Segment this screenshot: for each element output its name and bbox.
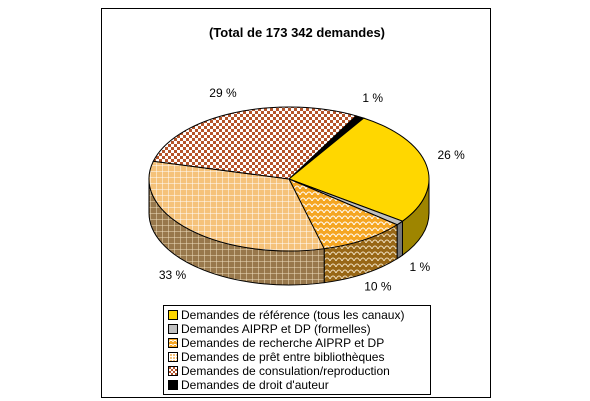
pie-slice: [287, 178, 399, 250]
legend-item: Demandes de recherche AIPRP et DP: [164, 336, 430, 350]
legend-item: Demandes de référence (tous les canaux): [164, 308, 430, 322]
data-labels: 1 % 26 % 1 % 10 % 33 % 29 %: [159, 86, 465, 293]
legend-swatch: [168, 310, 178, 320]
legend-item: Demandes de consulation/reproduction: [164, 364, 430, 378]
legend-swatch: [168, 338, 178, 348]
data-label: 10 %: [364, 280, 392, 294]
data-label: 26 %: [438, 148, 466, 162]
legend-swatch: [168, 324, 178, 334]
chart-title: (Total de 173 342 demandes): [209, 25, 385, 40]
legend: Demandes de référence (tous les canaux) D…: [163, 305, 431, 395]
data-label: 29 %: [209, 86, 237, 100]
pie-chart: (Total de 173 342 demandes) 1 % 26 % 1 % 10…: [148, 25, 465, 294]
pie-slice: [152, 106, 358, 180]
legend-item: Demandes de droit d'auteur: [164, 378, 430, 392]
legend-swatch: [168, 380, 178, 390]
legend-item: Demandes de prêt entre bibliothèques: [164, 350, 430, 364]
data-label: 33 %: [159, 268, 187, 282]
pie-slice-side: [396, 220, 403, 260]
chart-frame: (Total de 173 342 demandes) 1 % 26 % 1 % 10…: [101, 8, 491, 398]
legend-label: Demandes de consulation/reproduction: [181, 364, 390, 378]
legend-label: Demandes de recherche AIPRP et DP: [181, 336, 385, 350]
legend-label: Demandes AIPRP et DP (formelles): [181, 322, 371, 336]
data-label: 1 %: [409, 260, 430, 274]
legend-label: Demandes de prêt entre bibliothèques: [181, 350, 385, 364]
data-label: 1 %: [362, 91, 383, 105]
pie-group: [148, 106, 430, 286]
pie-slice: [148, 160, 325, 252]
legend-label: Demandes de droit d'auteur: [181, 378, 329, 392]
legend-swatch: [168, 366, 178, 376]
pie-slice: [288, 117, 430, 222]
legend-item: Demandes AIPRP et DP (formelles): [164, 322, 430, 336]
legend-swatch: [168, 352, 178, 362]
legend-label: Demandes de référence (tous les canaux): [181, 308, 405, 322]
